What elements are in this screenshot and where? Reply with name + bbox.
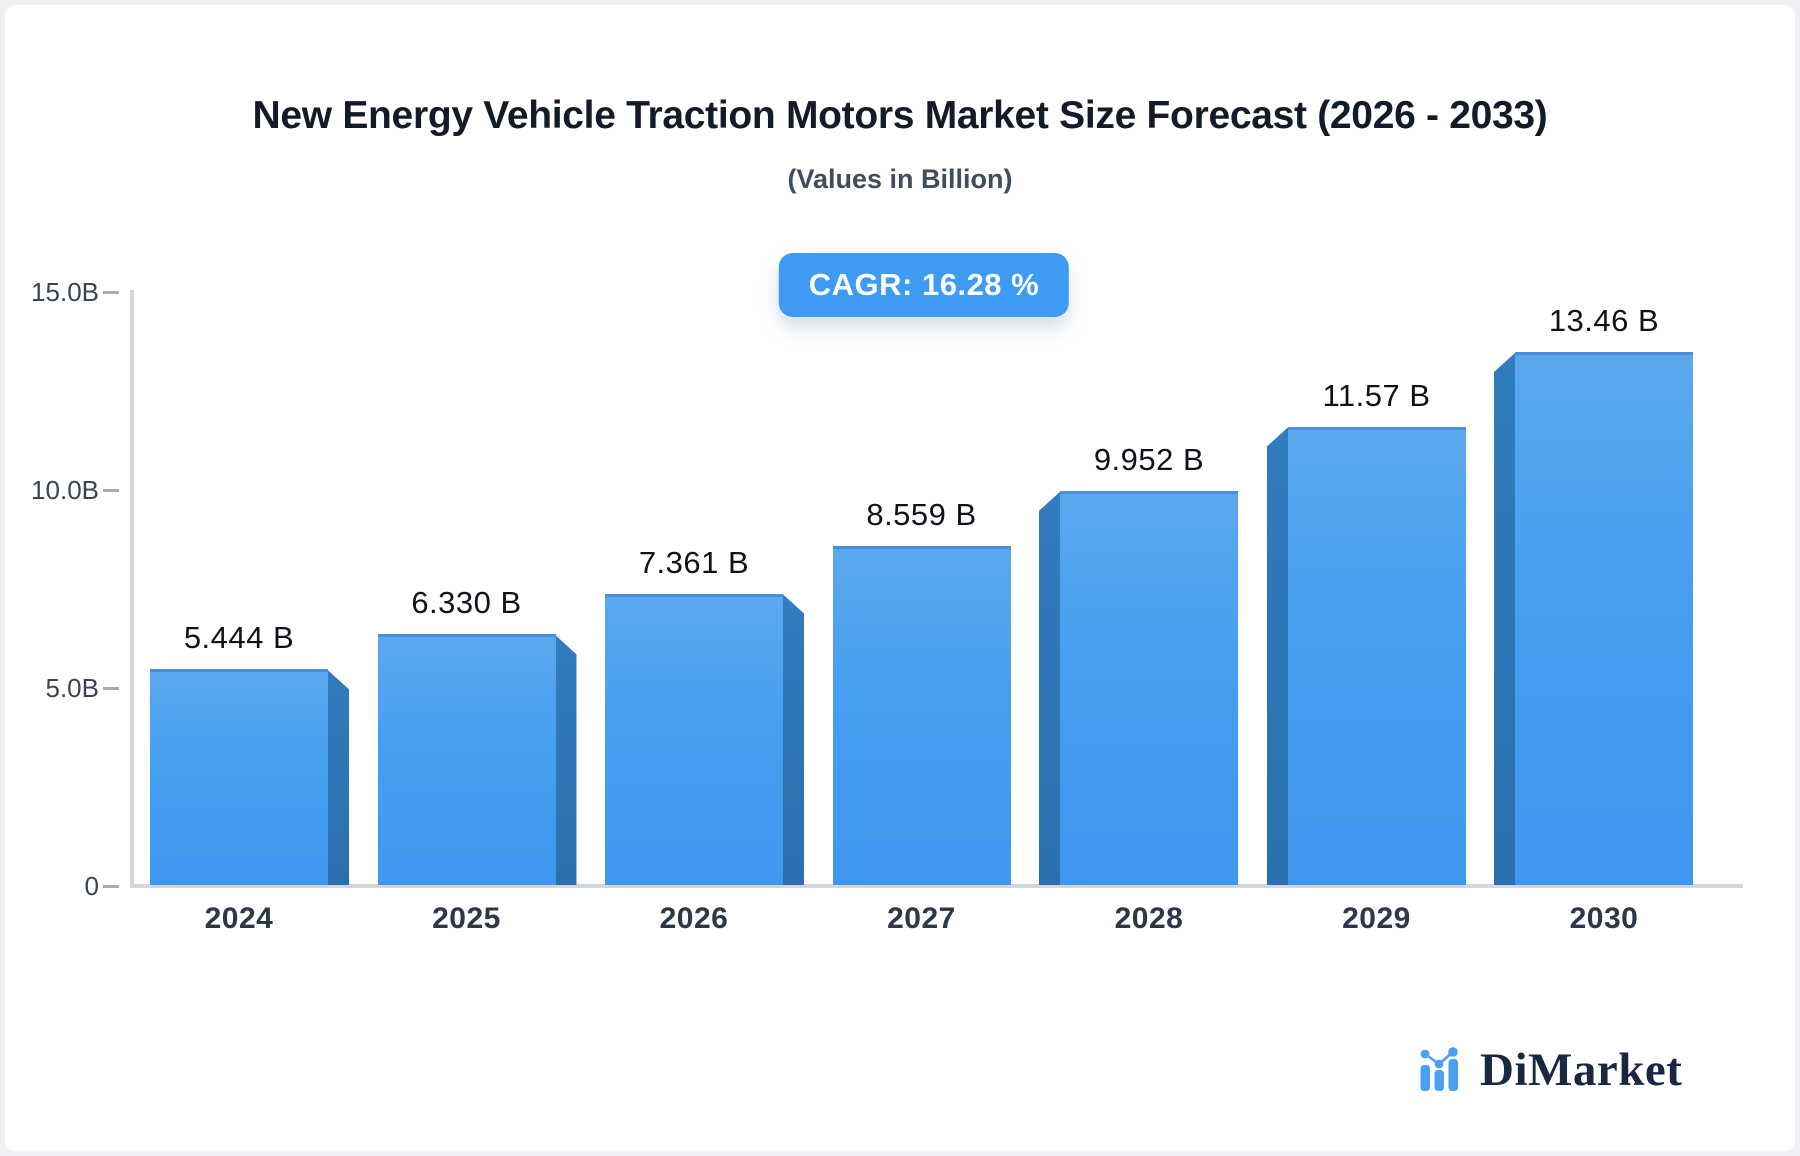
bar-face-2024 bbox=[150, 669, 328, 885]
page-subtitle: (Values in Billion) bbox=[787, 164, 1013, 194]
page-title: New Energy Vehicle Traction Motors Marke… bbox=[252, 94, 1548, 137]
y-axis-line bbox=[130, 290, 134, 886]
bar-3d-side bbox=[1266, 426, 1289, 885]
bar-face-2025 bbox=[377, 634, 556, 885]
y-axis-tick-label: 10.0B bbox=[31, 475, 99, 505]
bar-face-2030 bbox=[1515, 351, 1693, 885]
bar-3d-side bbox=[782, 593, 804, 885]
cagr-badge: CAGR: 16.28 % bbox=[778, 253, 1070, 317]
bar-face-2029 bbox=[1287, 426, 1466, 885]
x-axis-label-2026: 2026 bbox=[659, 902, 729, 935]
bar-face-2027 bbox=[832, 546, 1011, 885]
y-axis-tick-mark bbox=[103, 884, 119, 888]
bar-value-label: 7.361 B bbox=[638, 544, 750, 580]
x-axis-label-2025: 2025 bbox=[432, 902, 501, 935]
x-axis-label-2029: 2029 bbox=[1342, 902, 1411, 935]
bar-3d-side bbox=[554, 634, 577, 885]
y-axis-tick-mark bbox=[103, 290, 119, 294]
bar-value-label: 13.46 B bbox=[1548, 302, 1660, 338]
y-axis-tick-label: 5.0B bbox=[45, 673, 100, 703]
y-axis-tick-mark bbox=[103, 488, 119, 492]
x-axis-label-2030: 2030 bbox=[1569, 902, 1639, 935]
x-axis-label-2024: 2024 bbox=[204, 902, 274, 935]
bar-3d-side bbox=[1494, 351, 1516, 885]
bar-face-2028 bbox=[1060, 490, 1238, 885]
y-axis-tick-label: 15.0B bbox=[31, 277, 99, 307]
bar-value-label: 8.559 B bbox=[866, 497, 977, 533]
bar-value-label: 9.952 B bbox=[1093, 441, 1205, 477]
y-axis-tick-label: 0 bbox=[84, 871, 99, 901]
bar-value-label: 6.330 B bbox=[411, 585, 522, 621]
dimarket-chart-icon bbox=[1420, 1047, 1458, 1091]
brand-name: DiMarket bbox=[1480, 1044, 1683, 1096]
x-axis-label-2027: 2027 bbox=[887, 902, 956, 935]
bar-3d-side bbox=[1039, 490, 1061, 885]
brand-logo: DiMarket bbox=[1418, 1042, 1682, 1094]
bar-3d-side bbox=[327, 669, 349, 885]
x-axis-label-2028: 2028 bbox=[1114, 902, 1184, 935]
bar-value-label: 5.444 B bbox=[183, 620, 295, 656]
bar-value-label: 11.57 B bbox=[1322, 377, 1431, 413]
y-axis-tick-mark bbox=[103, 686, 119, 690]
bar-face-2026 bbox=[605, 593, 783, 885]
x-axis-line bbox=[130, 884, 1743, 888]
